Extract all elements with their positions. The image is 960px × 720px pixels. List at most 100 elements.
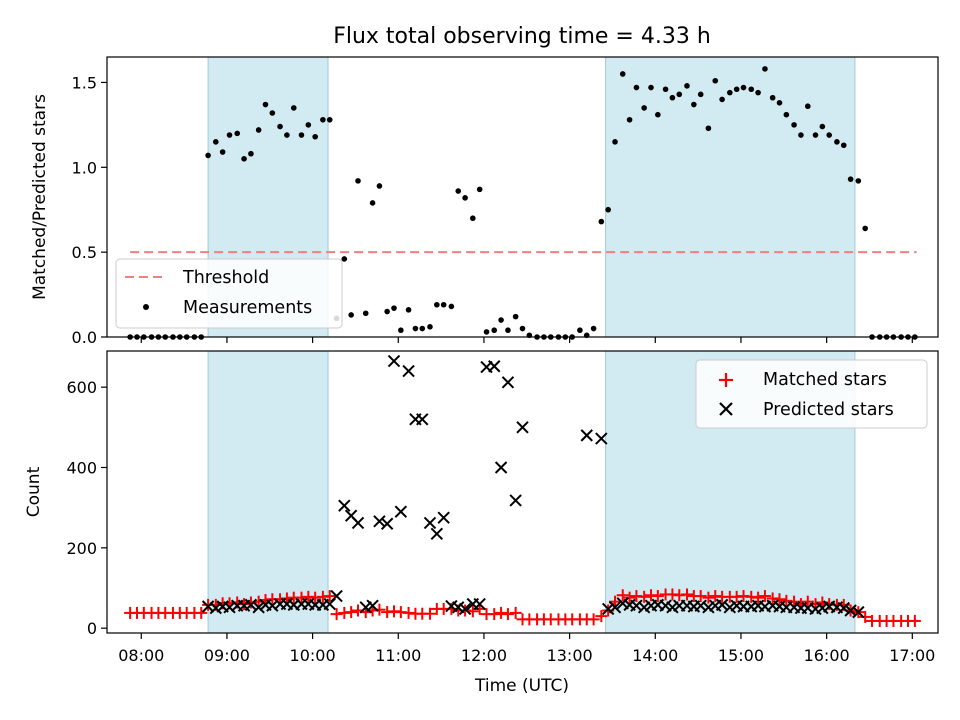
predicted-point [580, 429, 593, 442]
matched-point [801, 595, 814, 608]
measurement-point [712, 77, 719, 84]
measurement-point [405, 307, 412, 313]
measurement-point [262, 101, 269, 108]
matched-point [758, 590, 771, 603]
measurement-point [798, 132, 804, 138]
legend-predicted-label: Predicted stars [763, 400, 894, 420]
measurement-point [255, 127, 262, 133]
x-tick-label: 12:00 [461, 646, 507, 665]
measurement-point [826, 132, 832, 138]
matched-point [345, 606, 358, 619]
y-tick-label: 1.5 [72, 73, 97, 92]
matched-point [859, 610, 872, 623]
observing-band [207, 350, 329, 634]
x-tick-label: 14:00 [632, 646, 678, 665]
chart-title: Flux total observing time = 4.33 h [333, 24, 711, 49]
predicted-point [494, 461, 508, 474]
measurement-point [577, 327, 583, 334]
y-tick-label: 0 [87, 619, 97, 638]
bottom-legend-box [695, 359, 928, 429]
legend-measurements-swatch [143, 304, 149, 310]
measurement-point [719, 96, 725, 103]
measurement-point [762, 66, 768, 72]
measurement-point [519, 325, 526, 332]
measurement-point [819, 123, 826, 130]
predicted-point [501, 376, 515, 389]
measurement-point [305, 122, 312, 128]
x-tick-label: 13:00 [547, 646, 593, 665]
measurement-point [455, 188, 462, 194]
measurement-point [662, 86, 669, 93]
measurement-point [241, 156, 247, 162]
x-tick-label: 17:00 [889, 646, 935, 665]
measurement-point [205, 152, 211, 159]
measurement-point [348, 312, 354, 318]
measurement-point [213, 139, 219, 145]
matched-point [609, 595, 622, 608]
predicted-point [852, 605, 865, 619]
measurement-point [320, 116, 326, 123]
measurement-point [727, 89, 733, 96]
measurement-point [427, 324, 433, 330]
bottom-y-axis-label: Count [24, 466, 44, 517]
measurement-point [284, 132, 290, 138]
legend-matched-swatch [719, 373, 733, 387]
observing-band [605, 56, 856, 338]
matched-point [323, 590, 336, 603]
measurement-point [476, 186, 483, 193]
legend-measurements-label: Measurements [183, 298, 312, 318]
predicted-point [458, 602, 472, 616]
measurement-point [812, 132, 819, 138]
top-legend: Threshold Measurements [115, 258, 343, 329]
measurement-point [470, 215, 476, 222]
measurement-point [804, 103, 811, 110]
matched-point [908, 614, 921, 627]
measurement-point [462, 195, 468, 201]
x-tick-label: 16:00 [804, 646, 850, 665]
matched-point [195, 606, 208, 619]
y-tick-label: 600 [66, 378, 97, 397]
measurement-point [598, 218, 605, 225]
measurement-point [505, 327, 511, 334]
predicted-point [488, 360, 501, 373]
predicted-point [837, 601, 850, 615]
predicted-point [473, 597, 486, 611]
measurement-point [733, 86, 740, 93]
measurement-point [783, 111, 790, 118]
measurement-point [840, 142, 847, 149]
measurement-point [862, 225, 868, 232]
predicted-point [394, 505, 408, 518]
measurement-point [512, 313, 519, 320]
top-y-ticks: 0.0 0.5 1.0 1.5 [72, 73, 107, 347]
top-x-ticks [140, 337, 913, 343]
measurement-point [290, 105, 297, 111]
matched-point [752, 591, 765, 604]
top-legend-box [115, 258, 343, 329]
predicted-stars-points [201, 354, 865, 619]
bottom-x-ticks: 08:00 09:00 10:00 11:00 12:00 13:00 14:00 15:00… [118, 633, 935, 665]
measurement-point [355, 178, 361, 184]
matched-point [702, 591, 715, 604]
matched-point [788, 595, 801, 608]
predicted-point [416, 413, 429, 426]
y-tick-label: 0.5 [72, 243, 97, 262]
predicted-point [387, 354, 401, 368]
predicted-point [330, 589, 343, 603]
measurement-point [391, 305, 397, 311]
matched-point [587, 613, 600, 626]
legend-matched-label: Matched stars [763, 370, 887, 390]
measurement-point [298, 132, 305, 138]
predicted-point [715, 598, 729, 612]
y-tick-label: 200 [66, 539, 97, 558]
measurement-point [362, 310, 369, 317]
ratio-panel: 0.0 0.5 1.0 1.5 Matched/Predicted stars Thr… [30, 56, 939, 347]
matched-point [773, 593, 786, 606]
measurement-point [269, 110, 276, 116]
top-panel-frame [106, 56, 939, 338]
x-tick-label: 09:00 [204, 646, 250, 665]
measurement-point [669, 94, 676, 101]
measurement-point [434, 301, 440, 308]
measurement-point [277, 123, 283, 130]
predicted-point [380, 517, 394, 530]
